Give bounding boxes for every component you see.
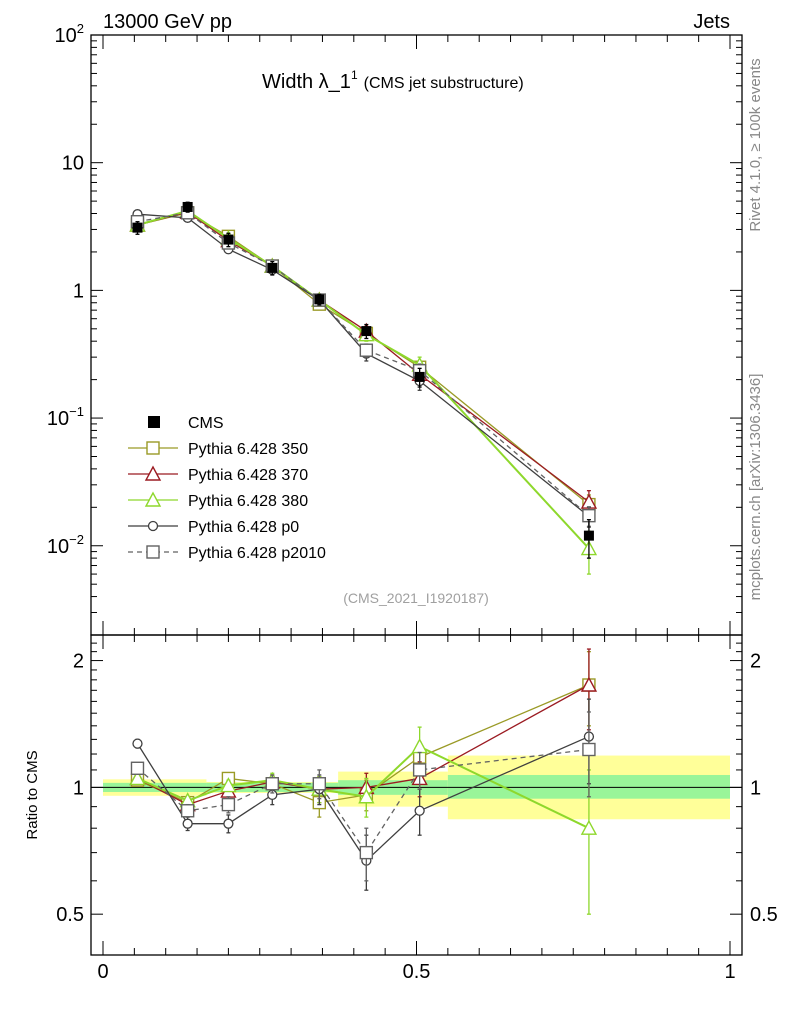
ratio-y-tick-label: 2 [73,651,84,673]
x-tick-label: 0 [97,961,108,983]
data-point [223,234,234,245]
x-tick-label: 1 [724,961,735,983]
legend-marker [148,416,160,428]
series-cms-data [132,201,594,559]
data-point [314,294,325,305]
mcplots-label: mcplots.cern.ch [arXiv:1306.3436] [747,374,764,601]
ratio-series-pythia-6.428-p0 [132,698,595,891]
legend-label: Pythia 6.428 380 [188,493,308,510]
ratio-point [223,818,234,829]
series-line [137,213,590,517]
ratio-series-pythia-6.428-380 [129,726,598,915]
legend-marker [146,441,160,455]
ratio-point [580,819,598,835]
ratio-point [220,777,237,793]
ratio-point [358,788,375,804]
series-line [137,212,590,506]
ratio-point [582,742,596,757]
ratio-point [412,763,427,777]
ratio-panel: 0.5 0.5 1 1 2 2 0 0.5 1 Ratio to CMS [24,35,778,983]
legend: CMS Pythia 6.428 350 Pythia 6.428 370 Pythi… [128,415,326,562]
energy-label: 13000 GeV pp [103,11,232,33]
ratio-line [137,745,590,830]
ratio-y-tick-label: 0.5 [56,904,84,926]
ratio-ylabel: Ratio to CMS [24,750,41,839]
data-point [132,222,143,233]
x-tick-label: 0.5 [403,961,431,983]
ratio-point [414,805,425,816]
data-point [583,530,594,541]
ratio-series-pythia-6.428-p2010 [130,711,596,882]
ratio-y-tick-label: 1 [73,777,84,799]
legend-label: CMS [188,415,224,432]
ratio-point [359,845,374,860]
legend-label: Pythia 6.428 350 [188,441,308,458]
ratio-point [411,738,428,754]
ratio-point [312,777,327,791]
ratio-point [180,804,195,818]
rivet-label: Rivet 4.1.0, ≥ 100k events [747,58,764,231]
ratio-y-tick-label-right: 1 [750,777,761,799]
chart-title-main: Width λ_1 [262,71,351,93]
ratio-point [580,676,598,692]
y-tick-label: 102 [55,21,84,47]
legend-marker [146,545,160,559]
chart-title: Width λ_11 (CMS jet substructure) [262,68,524,93]
legend-marker [144,491,162,507]
data-point [361,326,372,337]
series-point [359,343,374,357]
ratio-point [182,818,193,829]
chart-title-sup: 1 [351,68,358,82]
ratio-line [137,748,590,854]
data-point [414,371,425,382]
legend-marker [144,465,162,481]
y-tick-label: 10−2 [47,532,84,558]
ratio-point [221,797,236,812]
legend-marker [147,520,159,532]
ratio-point [265,777,279,791]
y-tick-label: 10 [62,153,84,175]
ratio-point [132,738,143,749]
ratio-y-tick-label-right: 2 [750,651,761,673]
series-line [137,212,590,517]
ratio-frame [90,634,743,956]
legend-label: Pythia 6.428 p0 [188,519,299,536]
data-point [267,262,278,273]
process-label: Jets [693,11,730,33]
ratio-point [129,769,146,786]
legend-label: Pythia 6.428 p2010 [188,545,326,562]
data-point [182,201,193,212]
y-tick-label: 1 [73,280,84,302]
ratio-line [136,735,590,862]
legend-label: Pythia 6.428 370 [188,467,308,484]
ratio-point [130,761,145,775]
analysis-id: (CMS_2021_I1920187) [343,590,489,606]
chart-subtitle: (CMS jet substructure) [364,75,524,92]
y-tick-label: 10−1 [47,404,84,430]
ratio-y-tick-label-right: 0.5 [750,904,778,926]
